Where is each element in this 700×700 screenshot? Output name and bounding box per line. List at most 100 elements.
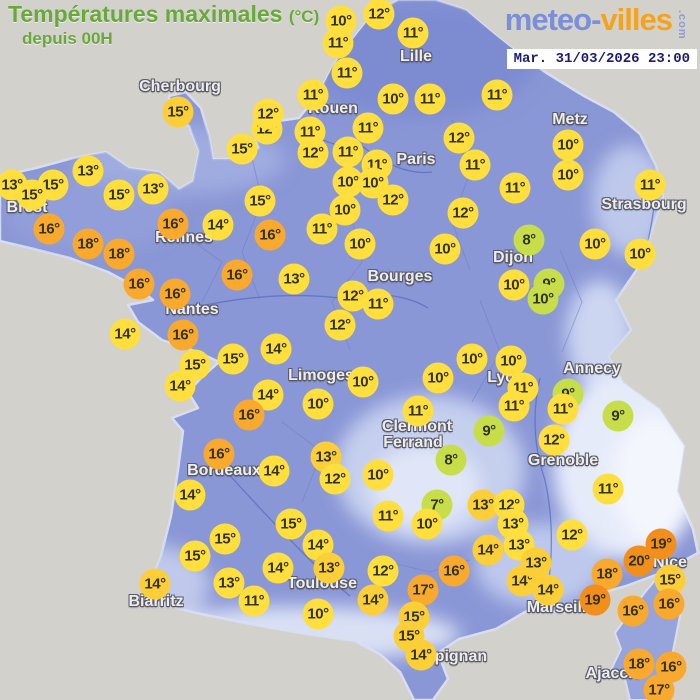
temperature-marker: 14° — [262, 552, 294, 584]
temperature-marker: 16° — [617, 595, 649, 627]
temperature-marker: 15° — [244, 185, 276, 217]
temperature-marker: 14° — [164, 370, 196, 402]
temperature-marker: 15° — [226, 133, 258, 165]
city-label: Biarritz — [128, 593, 184, 610]
temperature-marker: 12° — [363, 0, 395, 30]
temperature-marker: 10° — [579, 228, 611, 260]
timestamp-badge: Mar. 31/03/2026 23:00 — [506, 49, 697, 69]
temperature-marker: 18° — [103, 238, 135, 270]
temperature-marker: 20° — [623, 545, 655, 577]
temperature-marker: 11° — [362, 288, 394, 320]
temperature-marker: 14° — [260, 333, 292, 365]
temperature-marker: 12° — [319, 463, 351, 495]
temperature-marker: 10° — [498, 269, 530, 301]
city-label: Limoges — [288, 367, 354, 384]
site-logo-part1: meteo- — [504, 2, 602, 37]
city-label: Lille — [399, 48, 433, 65]
temperature-marker: 13° — [520, 547, 552, 579]
temperature-marker: 11° — [297, 79, 329, 111]
temperature-marker: 14° — [472, 534, 504, 566]
city-label: Grenoble — [527, 452, 599, 469]
temperature-marker: 10° — [411, 508, 443, 540]
temperature-marker: 15° — [16, 179, 48, 211]
temperature-marker: 12° — [367, 555, 399, 587]
temperature-marker: 16° — [33, 213, 65, 245]
temperature-marker: 16° — [157, 208, 189, 240]
temperature-marker: 16° — [233, 399, 265, 431]
temperature-marker: 18° — [591, 558, 623, 590]
site-logo-part2: villes — [600, 2, 673, 37]
temperature-marker: 10° — [377, 83, 409, 115]
temperature-marker: 10° — [422, 362, 454, 394]
temperature-marker: 11° — [322, 27, 354, 59]
temperature-marker: 18° — [623, 648, 655, 680]
temperature-marker: 16° — [203, 438, 235, 470]
temperature-marker: 11° — [306, 213, 338, 245]
temperature-marker: 14° — [532, 574, 564, 606]
temperature-marker: 11° — [592, 473, 624, 505]
temperature-marker: 9° — [602, 400, 634, 432]
city-label: Bordeaux — [187, 462, 261, 479]
temperature-marker: 8° — [435, 444, 467, 476]
temperature-marker: 10° — [344, 228, 376, 260]
temperature-marker: 13° — [467, 489, 499, 521]
temperature-marker: 13° — [137, 173, 169, 205]
temperature-marker: 11° — [414, 83, 446, 115]
page-subtitle: depuis 00H — [22, 29, 113, 48]
temperature-marker: 10° — [527, 283, 559, 315]
temperature-marker: 10° — [302, 388, 334, 420]
temperature-marker: 10° — [552, 129, 584, 161]
temperature-marker: 11° — [238, 585, 270, 617]
temperature-marker: 14° — [202, 209, 234, 241]
temperature-marker: 11° — [547, 393, 579, 425]
temperature-marker: 14° — [109, 318, 141, 350]
city-label: Metz — [552, 111, 588, 128]
temperature-marker: 18° — [72, 228, 104, 260]
temperature-marker: 14° — [405, 639, 437, 671]
temperature-marker: 10° — [552, 159, 584, 191]
temperature-marker: 14° — [357, 584, 389, 616]
temperature-marker: 12° — [538, 424, 570, 456]
temperature-marker: 11° — [352, 112, 384, 144]
temperature-marker: 10° — [624, 238, 656, 270]
temperature-marker: 12° — [443, 122, 475, 154]
temperature-marker: 16° — [653, 588, 685, 620]
temperature-marker: 11° — [402, 395, 434, 427]
temperature-marker: 9° — [473, 415, 505, 447]
temperature-marker: 8° — [513, 224, 545, 256]
city-label: Annecy — [563, 360, 621, 377]
temperature-marker: 15° — [275, 508, 307, 540]
temperature-marker: 11° — [397, 17, 429, 49]
temperature-marker: 16° — [159, 278, 191, 310]
temperature-marker: 11° — [498, 390, 530, 422]
city-label: Bourges — [367, 268, 433, 285]
page-title-unit: (°C) — [288, 7, 320, 26]
site-logo[interactable]: meteo-villes — [504, 2, 673, 38]
temperature-marker: 13° — [278, 263, 310, 295]
page-title-text: Températures maximales — [8, 1, 283, 27]
city-label: Clermont — [381, 418, 453, 435]
temperature-marker: 12° — [447, 197, 479, 229]
page-title: Températures maximales (°C) — [8, 1, 319, 28]
temperature-marker: 16° — [123, 268, 155, 300]
temperature-marker: 11° — [372, 500, 404, 532]
temperature-marker: 10° — [495, 345, 527, 377]
temperature-marker: 11° — [459, 149, 491, 181]
temperature-marker: 11° — [481, 79, 513, 111]
temperature-marker: 15° — [179, 540, 211, 572]
temperature-marker: 10° — [347, 366, 379, 398]
temperature-marker: 11° — [634, 169, 666, 201]
temperature-marker: 11° — [499, 172, 531, 204]
temperature-marker: 14° — [258, 455, 290, 487]
temperature-marker: 16° — [254, 219, 286, 251]
temperature-marker: 15° — [103, 179, 135, 211]
temperature-marker: 11° — [331, 57, 363, 89]
temperature-marker: 10° — [302, 598, 334, 630]
temperature-marker: 14° — [139, 568, 171, 600]
temperature-marker: 12° — [377, 184, 409, 216]
temperature-marker: 19° — [579, 584, 611, 616]
temperature-marker: 16° — [438, 555, 470, 587]
site-logo-suffix: .com — [676, 10, 688, 40]
temperature-marker: 13° — [313, 552, 345, 584]
temperature-marker: 12° — [252, 98, 284, 130]
